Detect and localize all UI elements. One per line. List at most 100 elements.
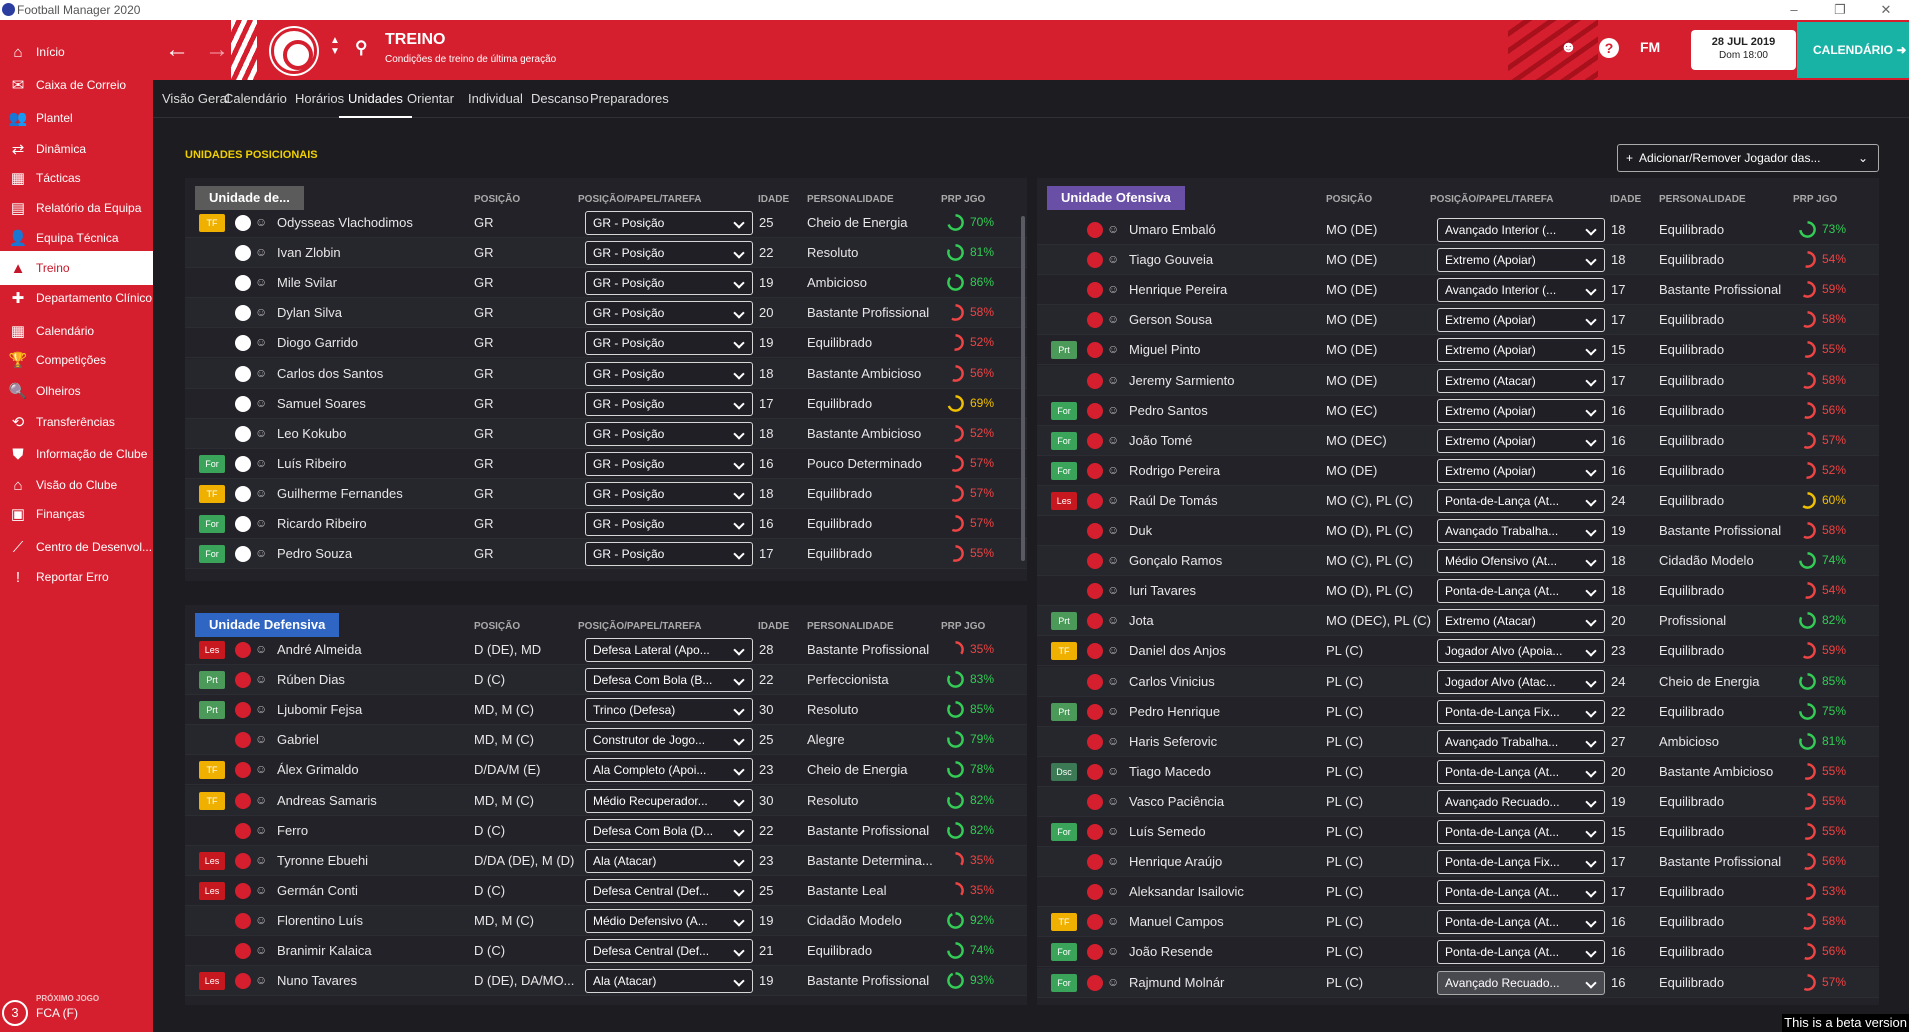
player-name[interactable]: Carlos dos Santos [277,365,384,381]
role-dropdown[interactable]: Extremo (Apoiar) [1437,428,1605,453]
role-dropdown[interactable]: Avançado Recuado... [1437,970,1605,995]
player-name[interactable]: Andreas Samaris [277,792,377,808]
panel-scrollbar[interactable] [1021,216,1025,561]
status-badge[interactable]: TF [1051,913,1077,932]
role-dropdown[interactable]: Ala Completo (Apoi... [585,758,753,783]
role-dropdown[interactable]: Jogador Alvo (Atac... [1437,669,1605,694]
player-row[interactable]: ☺ Aleksandar Isailovic PL (C) Ponta-de-Lanç… [1037,877,1879,908]
player-name[interactable]: Tyronne Ebuehi [277,852,369,868]
sidebar-item-club-info[interactable]: ⛊ Informação de Clube [0,437,153,471]
player-name[interactable]: Dylan Silva [277,305,343,321]
player-name[interactable]: Rajmund Molnár [1129,974,1225,990]
player-row[interactable]: For ☺ Pedro Souza GR GR - Posição 17 Equilibra… [185,539,1027,570]
player-row[interactable]: Prt ☺ Rúben Dias D (C) Defesa Com Bola (B...… [185,665,1027,696]
status-badge[interactable]: For [199,545,225,564]
close-window-button[interactable]: ✕ [1880,2,1892,17]
tab-6[interactable]: Descanso [531,91,589,106]
role-dropdown[interactable]: GR - Posição [585,512,753,536]
add-remove-player-button[interactable]: + Adicionar/Remover Jogador das... ⌄ [1617,144,1879,172]
sidebar-item-development[interactable]: ⟋ Centro de Desenvol... [0,530,153,564]
player-name[interactable]: Carlos Vinicius [1129,673,1215,689]
column-header-role[interactable]: POSIÇÃO/PAPEL/TAREFA [1430,194,1554,205]
player-row[interactable]: Les ☺ André Almeida D (DE), MD Defesa Latera… [185,635,1027,665]
status-badge[interactable]: For [1051,401,1077,420]
unit-title[interactable]: Unidade de... [195,186,304,210]
player-name[interactable]: Duk [1129,523,1153,538]
status-badge[interactable]: For [199,515,225,533]
player-row[interactable]: ☺ Branimir Kalaica D (C) Defesa Central (De… [185,936,1027,966]
maximize-button[interactable]: ❐ [1834,2,1846,17]
player-name[interactable]: Vasco Paciência [1129,793,1225,809]
status-badge[interactable]: TF [199,484,225,503]
tab-7[interactable]: Preparadores [590,91,669,106]
player-row[interactable]: For ☺ João Tomé MO (DEC) Extremo (Apoiar) 16 E… [1037,425,1879,456]
player-name[interactable]: Guilherme Fernandes [277,485,403,501]
player-row[interactable]: ☺ Henrique Araújo PL (C) Ponta-de-Lança Fix… [1037,847,1879,878]
player-row[interactable]: ☺ Umaro Embaló MO (DE) Avançado Interior (.… [1037,215,1879,245]
sidebar-item-trophy[interactable]: 🏆 Competições [0,343,153,377]
role-dropdown[interactable]: Ala (Atacar) [585,969,753,994]
role-dropdown[interactable]: Defesa Central (Def... [585,939,753,963]
player-row[interactable]: ☺ Ferro D (C) Defesa Com Bola (D... 22 Bastan… [185,816,1027,846]
social-icon[interactable]: ☻ [1560,39,1577,56]
player-row[interactable]: ☺ Ivan Zlobin GR GR - Posição 22 Resoluto 81% [185,238,1027,269]
sidebar-item-mail[interactable]: ✉ Caixa de Correio [0,68,153,102]
role-dropdown[interactable]: GR - Posição [585,241,753,266]
role-dropdown[interactable]: Médio Defensivo (A... [585,908,753,933]
player-name[interactable]: Jeremy Sarmiento [1129,372,1235,388]
player-name[interactable]: Manuel Campos [1129,914,1224,930]
player-name[interactable]: Pedro Henrique [1129,703,1221,719]
column-header-pos[interactable]: POSIÇÃO [1326,194,1373,205]
player-row[interactable]: ☺ Gonçalo Ramos MO (C), PL (C) Médio Ofensi… [1037,546,1879,577]
player-name[interactable]: Gabriel [277,732,319,748]
player-row[interactable]: ☺ Duk MO (D), PL (C) Avançado Trabalha... 19… [1037,516,1879,546]
player-name[interactable]: Miguel Pinto [1129,342,1201,358]
role-dropdown[interactable]: Ponta-de-Lança (At... [1437,910,1605,935]
player-row[interactable]: TF ☺ Odysseas Vlachodimos GR GR - Posição 25 C… [185,208,1027,238]
status-badge[interactable]: Les [199,641,225,659]
player-row[interactable]: For ☺ Luís Ribeiro GR GR - Posição 16 Pouco De… [185,449,1027,479]
sidebar-item-tactics[interactable]: ▦ Tácticas [0,161,153,195]
role-dropdown[interactable]: GR - Posição [585,331,753,356]
search-icon[interactable]: ⚲ [355,38,368,57]
column-header-age[interactable]: IDADE [758,194,790,205]
role-dropdown[interactable]: Ponta-de-Lança (At... [1437,820,1605,844]
player-name[interactable]: André Almeida [277,642,362,657]
club-switch-icon[interactable]: ▲ ▼ [330,35,340,57]
player-name[interactable]: Henrique Pereira [1129,282,1228,298]
player-name[interactable]: Aleksandar Isailovic [1129,884,1244,900]
role-dropdown[interactable]: Ponta-de-Lança (At... [1437,579,1605,604]
player-name[interactable]: João Tomé [1129,432,1193,448]
next-match[interactable]: 3 PRÓXIMO JOGO FCA (F) [0,990,153,1032]
player-name[interactable]: Ljubomir Fejsa [277,702,363,718]
player-name[interactable]: Rodrigo Pereira [1129,462,1221,478]
player-row[interactable]: ☺ Carlos Vinicius PL (C) Jogador Alvo (Atac… [1037,666,1879,697]
player-name[interactable]: Ricardo Ribeiro [277,516,367,531]
player-name[interactable]: Henrique Araújo [1129,854,1223,870]
tab-0[interactable]: Visão Geral [162,91,230,106]
player-name[interactable]: Daniel dos Anjos [1129,643,1226,659]
player-row[interactable]: ☺ Gabriel MD, M (C) Construtor de Jogo... 25… [185,725,1027,756]
player-row[interactable]: For ☺ João Resende PL (C) Ponta-de-Lança (At… [1037,937,1879,968]
role-dropdown[interactable]: GR - Posição [585,542,753,567]
player-row[interactable]: ☺ Henrique Pereira MO (DE) Avançado Interio… [1037,275,1879,306]
tab-2[interactable]: Horários [295,91,345,106]
role-dropdown[interactable]: Avançado Trabalha... [1437,729,1605,754]
player-row[interactable]: Prt ☺ Jota MO (DEC), PL (C) Extremo (Atacar)… [1037,606,1879,637]
player-row[interactable]: ☺ Carlos dos Santos GR GR - Posição 18 Bastan… [185,358,1027,389]
player-name[interactable]: Mile Svilar [277,275,337,291]
player-row[interactable]: Dsc ☺ Tiago Macedo PL (C) Ponta-de-Lança (At… [1037,757,1879,787]
column-header-pos[interactable]: POSIÇÃO [474,194,521,205]
role-dropdown[interactable]: Extremo (Atacar) [1437,368,1605,393]
column-header-pers[interactable]: PERSONALIDADE [807,194,894,205]
role-dropdown[interactable]: Extremo (Apoiar) [1437,398,1605,423]
status-badge[interactable]: Prt [199,671,225,690]
role-dropdown[interactable]: Ponta-de-Lança (At... [1437,940,1605,965]
player-row[interactable]: ☺ Tiago Gouveia MO (DE) Extremo (Apoiar) 18 E… [1037,245,1879,276]
player-row[interactable]: Les ☺ Raúl De Tomás MO (C), PL (C) Ponta-de-… [1037,485,1879,516]
player-name[interactable]: Samuel Soares [277,395,366,411]
fm-menu-button[interactable]: FM [1640,39,1661,55]
tab-3[interactable]: Unidades [339,88,412,118]
player-row[interactable]: Prt ☺ Ljubomir Fejsa MD, M (C) Trinco (Defes… [185,695,1027,726]
role-dropdown[interactable]: Extremo (Atacar) [1437,609,1605,634]
